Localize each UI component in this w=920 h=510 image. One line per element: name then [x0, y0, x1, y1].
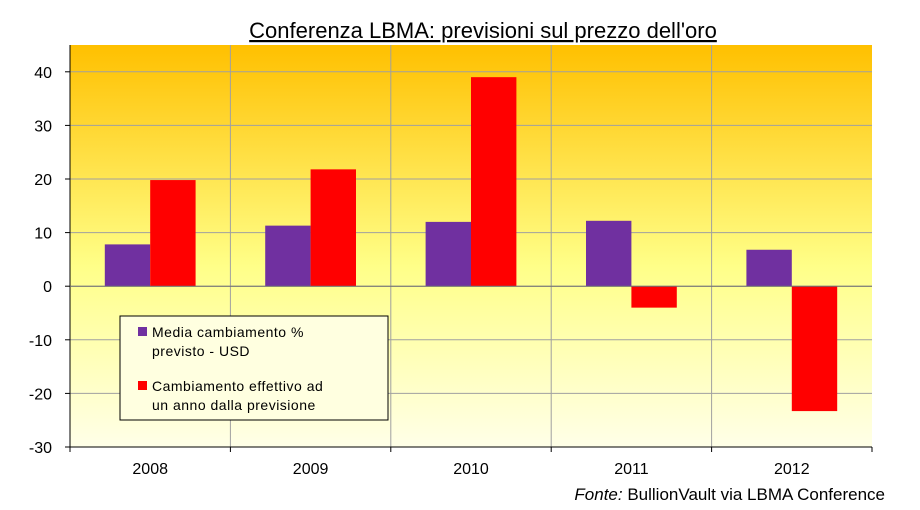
y-tick-label: 20 [34, 172, 52, 189]
source-note: Fonte: BullionVault via LBMA Conference [574, 485, 885, 504]
bar-forecast-2009 [265, 225, 311, 287]
source-prefix: Fonte: [574, 485, 622, 504]
x-tick-label: 2010 [453, 461, 489, 478]
y-tick-label: -20 [29, 386, 52, 403]
axes: -30 -20 -10 0 10 20 30 40 2008 2009 2010 2011 2012 [29, 45, 873, 478]
y-tick-label: -10 [29, 333, 52, 350]
bar-forecast-2010 [425, 221, 471, 287]
legend: Media cambiamento % previsto - USD Cambi… [119, 315, 389, 421]
bar-forecast-2011 [586, 220, 632, 287]
y-tick-label: 10 [34, 226, 52, 243]
legend-label-forecast-line2: previsto - USD [152, 343, 250, 359]
source-text: BullionVault via LBMA Conference [623, 485, 885, 504]
y-tick-label: 0 [43, 279, 52, 296]
y-tick-label: 30 [34, 118, 52, 135]
legend-swatch-actual [138, 381, 147, 390]
legend-swatch-forecast [138, 327, 147, 336]
bar-actual-2011 [631, 286, 677, 308]
legend-label-forecast-line1: Media cambiamento % [152, 324, 304, 340]
legend-box [119, 315, 389, 421]
y-tick-label: 40 [34, 65, 52, 82]
x-tick-label: 2009 [293, 461, 329, 478]
bars [104, 77, 838, 412]
legend-label-actual-line2: un anno dalla previsione [152, 397, 316, 413]
x-tick-label: 2011 [614, 461, 649, 478]
chart-title: Conferenza LBMA: previsioni sul prezzo d… [249, 18, 717, 43]
bar-forecast-2012 [746, 249, 792, 287]
legend-label-actual-line1: Cambiamento effettivo ad [152, 378, 323, 394]
y-tick-label: -30 [29, 440, 52, 457]
x-tick-label: 2008 [132, 461, 168, 478]
bar-actual-2009 [310, 169, 356, 287]
bar-forecast-2008 [104, 244, 151, 287]
bar-actual-2010 [471, 77, 517, 287]
bar-actual-2008 [150, 180, 196, 287]
x-tick-label: 2012 [774, 461, 810, 478]
bar-actual-2012 [791, 286, 838, 412]
